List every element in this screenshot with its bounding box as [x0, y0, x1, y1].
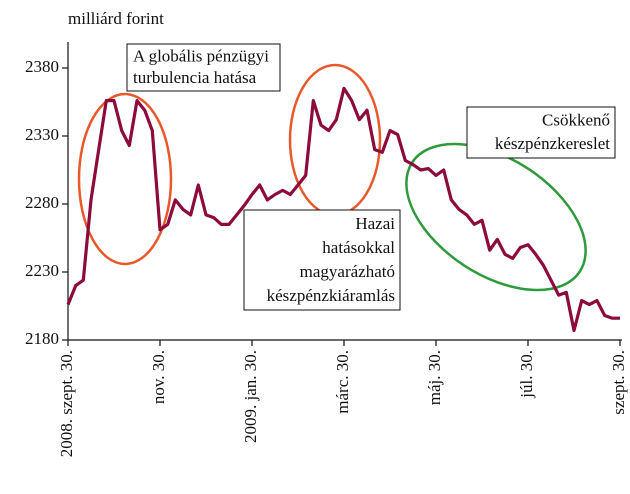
x-tick-label: szept. 30.	[609, 350, 628, 415]
annotation-box	[243, 209, 401, 311]
y-tick-label: 2180	[25, 329, 59, 348]
annotation-box	[466, 106, 616, 159]
annotation-text: Hazai	[355, 214, 395, 233]
y-axis-label: milliárd forint	[68, 9, 164, 28]
data-line	[66, 86, 620, 333]
x-tick-label: júl. 30.	[517, 350, 536, 399]
y-tick-label: 2280	[25, 193, 59, 212]
annotation-text: A globális pénzügyi	[133, 47, 269, 66]
annotation-text: Csökkenő	[542, 111, 610, 130]
annotation-text: turbulencia hatása	[133, 68, 257, 87]
annotation-text: készpénzkereslet	[495, 134, 610, 153]
x-tick-label: márc. 30.	[333, 350, 352, 414]
y-tick-label: 2230	[25, 261, 59, 280]
x-tick-label: 2008. szept. 30.	[57, 350, 76, 457]
annotation-text: készpénzkiáramlás	[267, 286, 395, 305]
annotation-text: magyarázható	[300, 262, 395, 281]
annotation-box	[126, 43, 281, 92]
highlight-ellipse	[288, 63, 382, 217]
y-tick-label: 2380	[25, 57, 59, 76]
x-tick-label: máj. 30.	[425, 350, 444, 405]
annotation-text: hatásokkal	[322, 238, 395, 257]
x-tick-label: nov. 30.	[149, 350, 168, 404]
y-tick-label: 2330	[25, 125, 59, 144]
highlight-ellipse	[77, 92, 173, 266]
x-tick-label: 2009. jan. 30.	[241, 350, 260, 443]
